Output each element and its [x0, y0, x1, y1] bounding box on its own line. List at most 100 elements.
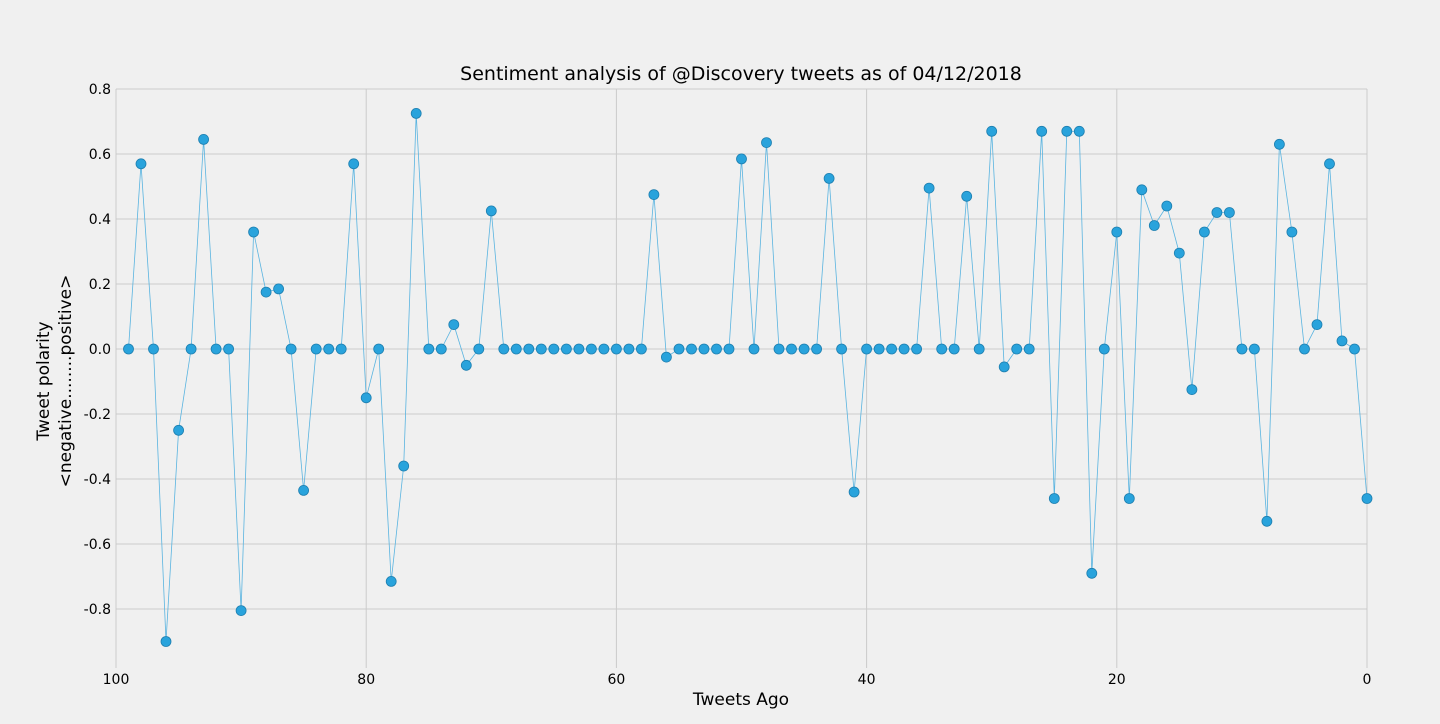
data-point: [423, 343, 435, 355]
data-point: [310, 343, 322, 355]
data-point: [1098, 343, 1110, 355]
data-point: [561, 343, 572, 355]
data-point: [873, 343, 885, 355]
data-point: [861, 343, 872, 355]
data-point: [848, 486, 860, 498]
y-tick-label: -0.4: [84, 472, 111, 488]
data-point: [335, 343, 347, 355]
data-point: [886, 343, 897, 355]
x-tick-label: 60: [607, 672, 625, 688]
data-point: [1061, 125, 1073, 137]
data-point: [986, 125, 998, 137]
y-tick-label: 0.8: [89, 82, 111, 98]
data-point: [1299, 343, 1310, 355]
data-point: [485, 205, 497, 217]
data-point: [1224, 207, 1235, 218]
y-tick-label: -0.8: [84, 602, 111, 618]
data-point: [1186, 384, 1198, 396]
data-point: [548, 343, 560, 355]
x-tick-label: 80: [357, 672, 375, 688]
data-point: [535, 343, 547, 355]
series-points: [123, 108, 1373, 647]
data-point: [623, 343, 635, 355]
data-point: [285, 343, 297, 355]
data-point: [248, 226, 260, 238]
data-point: [1324, 158, 1335, 170]
data-point: [598, 343, 610, 355]
data-point: [711, 343, 722, 355]
data-point: [648, 189, 660, 201]
data-point: [823, 172, 835, 184]
data-point: [298, 484, 310, 496]
data-point: [385, 576, 397, 587]
data-point: [1136, 184, 1148, 196]
x-tick-label: 100: [103, 672, 130, 688]
data-point: [586, 343, 597, 355]
y-tick-label: 0.2: [89, 277, 111, 293]
data-point: [773, 343, 785, 355]
data-point: [811, 343, 822, 355]
data-point: [273, 283, 285, 295]
data-point: [1336, 335, 1348, 347]
data-point: [1211, 207, 1223, 218]
data-point: [998, 361, 1010, 373]
data-point: [923, 182, 935, 194]
data-point: [123, 343, 134, 355]
data-point: [898, 343, 910, 355]
data-point: [1261, 515, 1273, 527]
data-point: [1161, 200, 1173, 212]
y-tick-label: 0.4: [89, 212, 111, 228]
data-point: [473, 343, 485, 355]
data-point: [1286, 226, 1298, 238]
data-point: [460, 359, 472, 371]
data-point: [1361, 493, 1373, 504]
data-point: [160, 636, 172, 647]
data-point: [223, 343, 235, 355]
x-axis-label: Tweets Ago: [692, 690, 789, 710]
y-tick-label: -0.6: [84, 537, 111, 553]
series-line-group: [128, 113, 1368, 642]
data-point: [398, 460, 410, 472]
data-point: [185, 343, 197, 355]
data-point: [1173, 247, 1185, 259]
data-point: [1111, 226, 1123, 238]
data-point: [323, 343, 335, 355]
data-point: [198, 133, 210, 145]
data-point: [611, 343, 622, 355]
data-point: [1349, 343, 1360, 355]
y-tick-label: 0.6: [89, 147, 111, 163]
data-point: [498, 343, 510, 355]
y-tick-label: 0.0: [89, 342, 111, 358]
data-point: [673, 343, 685, 355]
data-point: [1073, 125, 1085, 137]
data-point: [1123, 493, 1135, 504]
data-point: [510, 343, 522, 355]
data-point: [661, 351, 672, 363]
grid: [115, 88, 1368, 668]
data-point: [260, 286, 272, 298]
x-tick-label: 20: [1108, 672, 1126, 688]
x-tick-label: 40: [858, 672, 876, 688]
data-point: [373, 343, 385, 355]
data-point: [911, 343, 922, 355]
data-point: [961, 190, 973, 202]
data-point: [348, 158, 360, 170]
y-tick-label: -0.2: [84, 407, 111, 423]
data-point: [836, 343, 847, 355]
data-point: [1249, 343, 1260, 355]
axis-ticks: 0.8 0.6 0.4 0.2 0.0 -0.2 -0.4 -0.6 -0.8 100 80 60 40…: [84, 82, 1372, 688]
data-point: [210, 343, 222, 355]
data-point: [1023, 343, 1035, 355]
data-point: [1311, 319, 1323, 331]
data-point: [1236, 343, 1248, 355]
x-tick-label: 0: [1363, 672, 1372, 688]
data-point: [1048, 493, 1060, 504]
chart-title: Sentiment analysis of @Discovery tweets …: [460, 63, 1022, 85]
data-point: [235, 605, 247, 616]
data-point: [761, 137, 772, 149]
data-point: [686, 343, 697, 355]
data-point: [948, 343, 960, 355]
